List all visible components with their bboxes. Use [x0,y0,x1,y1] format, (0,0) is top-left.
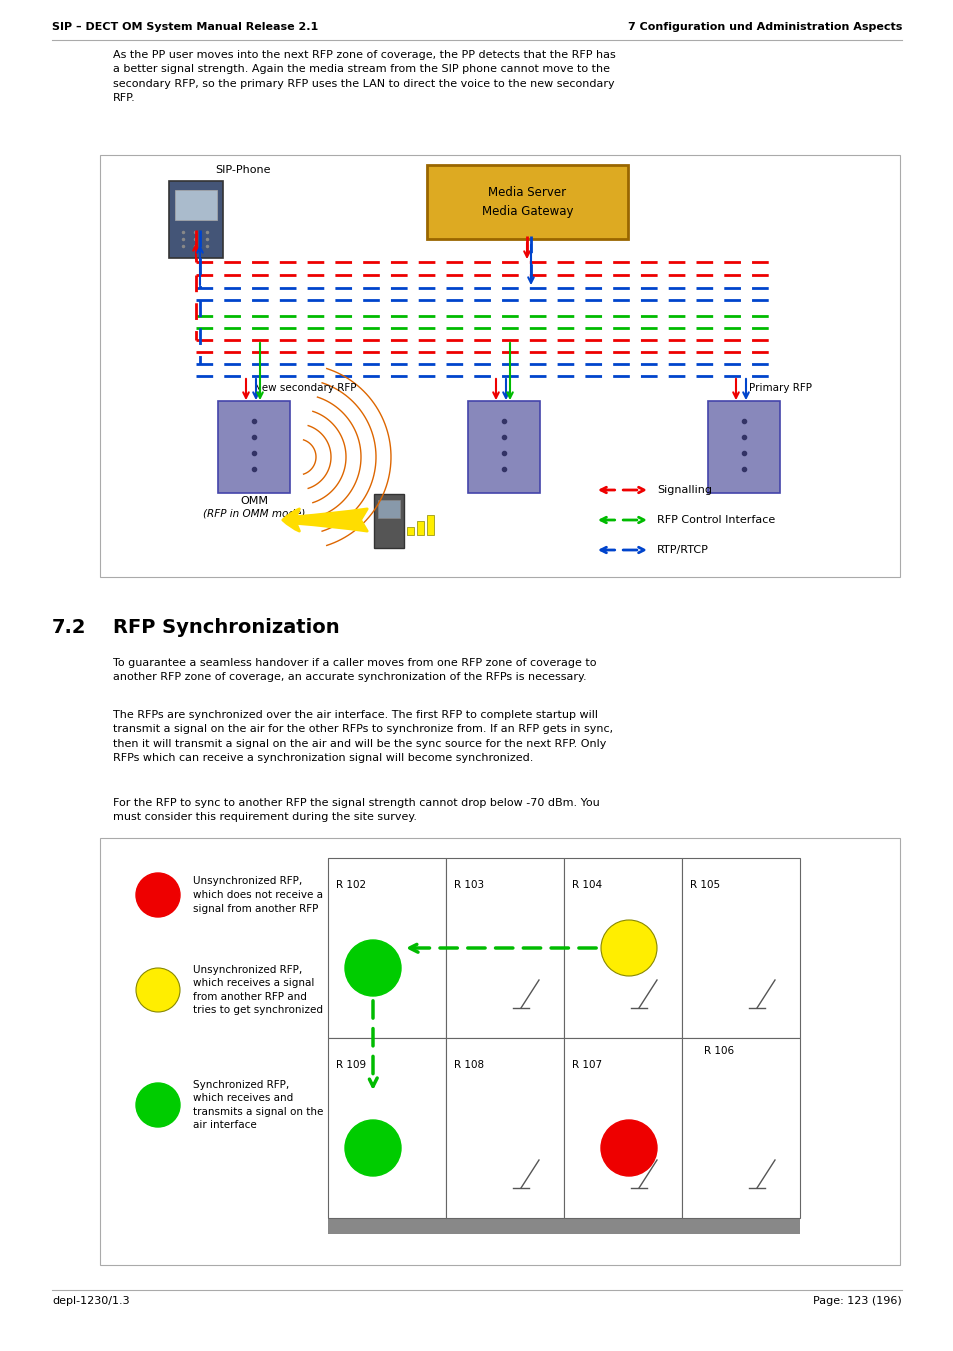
FancyBboxPatch shape [446,858,563,1038]
FancyBboxPatch shape [427,515,434,535]
Text: RFP Synchronization: RFP Synchronization [112,617,339,638]
Text: RFP Control Interface: RFP Control Interface [657,515,775,526]
FancyBboxPatch shape [563,1038,681,1219]
Text: R 104: R 104 [572,880,601,890]
FancyBboxPatch shape [681,1038,800,1219]
FancyBboxPatch shape [328,1038,446,1219]
Circle shape [136,1084,180,1127]
Circle shape [345,1120,400,1175]
FancyBboxPatch shape [174,190,216,220]
FancyBboxPatch shape [100,838,899,1265]
FancyBboxPatch shape [416,521,423,535]
Text: Page: 123 (196): Page: 123 (196) [812,1296,901,1306]
FancyBboxPatch shape [707,401,780,493]
Text: R 109: R 109 [335,1061,366,1070]
FancyBboxPatch shape [563,858,681,1038]
FancyBboxPatch shape [328,858,800,875]
Text: R 107: R 107 [572,1061,601,1070]
Text: Synchronized RFP,
which receives and
transmits a signal on the
air interface: Synchronized RFP, which receives and tra… [193,1079,323,1131]
Text: R 105: R 105 [689,880,720,890]
Text: Media Server
Media Gateway: Media Server Media Gateway [481,186,573,218]
Text: New secondary RFP: New secondary RFP [253,382,356,393]
Text: (RFP in OMM mode): (RFP in OMM mode) [203,509,305,519]
Text: Primary RFP: Primary RFP [748,382,811,393]
Text: SIP – DECT OM System Manual Release 2.1: SIP – DECT OM System Manual Release 2.1 [52,22,318,32]
FancyBboxPatch shape [328,858,446,1038]
Text: Signalling: Signalling [657,485,711,494]
FancyBboxPatch shape [681,858,800,1038]
Text: The RFPs are synchronized over the air interface. The first RFP to complete star: The RFPs are synchronized over the air i… [112,711,613,763]
Circle shape [136,873,180,917]
Text: R 108: R 108 [454,1061,483,1070]
FancyBboxPatch shape [446,1038,563,1219]
FancyBboxPatch shape [218,401,290,493]
Text: R 103: R 103 [454,880,483,890]
Text: As the PP user moves into the next RFP zone of coverage, the PP detects that the: As the PP user moves into the next RFP z… [112,50,615,103]
FancyBboxPatch shape [427,165,627,239]
Text: OMM: OMM [240,496,268,507]
FancyBboxPatch shape [328,1029,800,1046]
Text: Unsynchronized RFP,
which receives a signal
from another RFP and
tries to get sy: Unsynchronized RFP, which receives a sig… [193,965,323,1016]
Text: 7.2: 7.2 [52,617,87,638]
Text: For the RFP to sync to another RFP the signal strength cannot drop below -70 dBm: For the RFP to sync to another RFP the s… [112,798,599,823]
FancyBboxPatch shape [407,527,414,535]
Text: 7 Configuration und Administration Aspects: 7 Configuration und Administration Aspec… [627,22,901,32]
Circle shape [600,920,657,975]
Circle shape [600,1120,657,1175]
Circle shape [136,969,180,1012]
FancyBboxPatch shape [377,500,399,517]
FancyBboxPatch shape [169,181,223,258]
Text: Unsynchronized RFP,
which does not receive a
signal from another RFP: Unsynchronized RFP, which does not recei… [193,877,323,913]
Text: R 106: R 106 [703,1046,734,1056]
Text: SIP-Phone: SIP-Phone [214,165,271,176]
Text: To guarantee a seamless handover if a caller moves from one RFP zone of coverage: To guarantee a seamless handover if a ca… [112,658,596,682]
FancyBboxPatch shape [374,494,403,549]
FancyBboxPatch shape [100,155,899,577]
Text: R 102: R 102 [335,880,366,890]
FancyBboxPatch shape [468,401,539,493]
Circle shape [345,940,400,996]
Text: RTP/RTCP: RTP/RTCP [657,544,708,555]
Text: depl-1230/1.3: depl-1230/1.3 [52,1296,130,1306]
FancyBboxPatch shape [328,1216,800,1233]
